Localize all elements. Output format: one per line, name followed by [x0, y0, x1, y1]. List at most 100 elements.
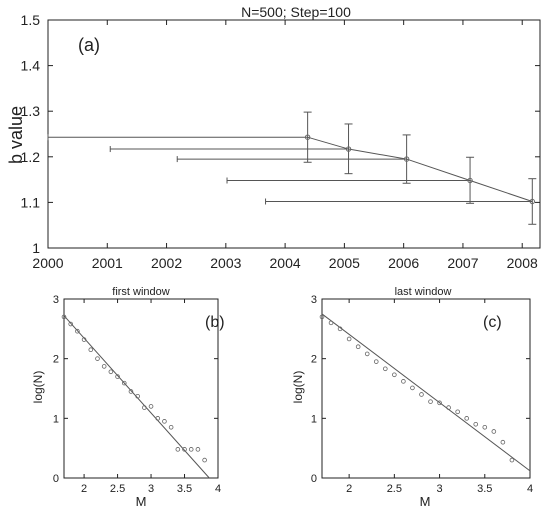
- panel-b-data-point: [202, 457, 207, 463]
- panel-a-y-axis-label: b value: [6, 106, 26, 164]
- panel-b-label: (b): [205, 314, 225, 331]
- panel-b-data-point: [101, 364, 107, 369]
- panel-c-y-tick-label: 3: [311, 294, 317, 306]
- panel-c-data-point: [328, 320, 334, 326]
- panel-c-y-tick-label: 0: [311, 473, 317, 485]
- panel-a-x-tick-label: 2006: [388, 255, 419, 271]
- panel-a-y-tick-label: 1.2: [21, 149, 41, 165]
- panel-a-data-point: [467, 177, 473, 184]
- panel-b-title: first window: [112, 286, 170, 298]
- panel-c-data-point: [437, 400, 442, 406]
- panel-b-x-axis-label: M: [136, 494, 147, 509]
- panel-b-data-point: [68, 321, 73, 327]
- panel-b-data-point: [88, 347, 94, 353]
- panel-b-data-point: [182, 447, 187, 452]
- panel-c-data-point: [482, 424, 488, 430]
- panel-b-data-point: [195, 447, 201, 452]
- panel-b-data-point: [155, 416, 161, 421]
- panel-b-y-tick-label: 1: [53, 413, 59, 425]
- panel-b-data-point: [168, 424, 174, 430]
- panel-b-data-point: [95, 356, 100, 361]
- panel-c-data-point: [364, 351, 370, 357]
- panel-a-data-point: [529, 198, 535, 205]
- panel-b-data-point: [81, 337, 87, 342]
- panel-c-x-tick-label: 3: [437, 483, 443, 495]
- panel-c-y-axis-label: log(N): [291, 371, 305, 404]
- panel-b-data-point: [188, 447, 194, 452]
- panel-c-x-axis-label: M: [420, 494, 431, 509]
- panel-b-y-axis-label: log(N): [31, 371, 45, 404]
- panel-c-data-point: [355, 344, 361, 350]
- panel-a-x-tick-label: 2004: [270, 255, 301, 271]
- panel-c-x-tick-label: 3.5: [477, 483, 492, 495]
- panel-b-axes-box: [63, 298, 219, 479]
- panel-b-y-tick-label: 0: [53, 473, 59, 485]
- panel-a-data-point: [345, 146, 352, 152]
- panel-a-x-tick-label: 2003: [210, 255, 241, 271]
- panel-c-data-point: [401, 379, 406, 384]
- panel-a-y-tick-label: 1.3: [21, 103, 41, 119]
- panel-c-data-point: [455, 409, 460, 415]
- panel-c-data-point: [373, 359, 379, 364]
- panel-a-x-tick-label: 2008: [507, 255, 538, 271]
- panel-b-data-point: [128, 389, 134, 394]
- panel-b-data-point: [175, 447, 181, 452]
- panel-b-data-point: [162, 419, 167, 424]
- panel-c-data-point: [346, 336, 352, 342]
- panel-c-fit-line: [321, 313, 531, 472]
- panel-b-x-tick-label: 3.5: [177, 483, 192, 495]
- panel-a-x-tick-label: 2001: [92, 255, 123, 271]
- panel-b-chart: first window (b) M log(N) 2 2.5 3 3.5 4 0 1 2 3: [31, 286, 225, 509]
- panel-c-title: last window: [395, 286, 452, 298]
- panel-b-data-point: [75, 328, 80, 334]
- panel-a-y-tick-label: 1: [32, 240, 40, 256]
- panel-a-x-tick-label: 2005: [329, 255, 360, 271]
- panel-c-data-point: [464, 416, 469, 421]
- panel-a-data-point: [304, 134, 311, 140]
- panel-c-chart: last window (c) M log(N) 2 2.5 3 3.5 4 0 1 2 3: [291, 286, 533, 509]
- panel-b-y-tick-label: 2: [53, 354, 59, 366]
- panel-c-y-tick-label: 1: [311, 413, 317, 425]
- panel-c-data-point: [509, 457, 515, 463]
- panel-c-data-point: [446, 405, 451, 410]
- panel-c-data-point: [410, 385, 415, 391]
- panel-c-data-point: [500, 439, 506, 445]
- panel-a-label: (a): [78, 35, 100, 55]
- panel-a-y-tick-label: 1.5: [21, 12, 41, 28]
- panel-b-x-tick-label: 3: [148, 483, 154, 495]
- panel-c-data-point: [383, 366, 388, 372]
- panel-c-data-point: [337, 326, 343, 332]
- panel-c-label: (c): [483, 314, 502, 331]
- panel-a-x-tick-label: 2000: [32, 255, 63, 271]
- panel-b-data-point: [142, 405, 147, 410]
- panel-b-data-point: [61, 314, 67, 320]
- panel-c-axes-box: [321, 298, 531, 479]
- panel-c-data-point: [392, 372, 397, 378]
- panel-b-data-point: [121, 380, 127, 386]
- panel-c-data-point: [419, 392, 424, 397]
- panel-c-x-tick-label: 2.5: [387, 483, 402, 495]
- panel-a-chart: N=500; Step=100 (a) b value 2000 2001 2002…: [6, 4, 541, 271]
- panel-a-data-point: [403, 156, 410, 162]
- panel-b-x-tick-label: 2.5: [110, 483, 125, 495]
- panel-c-data-point: [428, 399, 433, 404]
- panel-b-data-point: [115, 374, 120, 379]
- panel-b-data-point: [108, 369, 114, 375]
- panel-a-title: N=500; Step=100: [241, 4, 351, 20]
- panel-a-y-tick-label: 1.1: [21, 194, 41, 210]
- panel-c-data-point: [491, 429, 497, 434]
- panel-b-data-point: [148, 404, 154, 409]
- panel-b-y-tick-label: 3: [53, 294, 59, 306]
- panel-b-data-point: [135, 393, 140, 399]
- panel-a-x-tick-label: 2007: [447, 255, 478, 271]
- panel-c-x-tick-label: 4: [527, 483, 533, 495]
- panel-a-y-tick-label: 1.4: [21, 58, 41, 74]
- panel-c-x-tick-label: 2: [346, 483, 352, 495]
- panel-b-x-tick-label: 2: [81, 483, 87, 495]
- panel-b-x-tick-label: 4: [215, 483, 221, 495]
- panel-a-x-tick-label: 2002: [151, 255, 182, 271]
- panel-c-data-point: [473, 421, 479, 427]
- panel-a-axes-box: [47, 19, 541, 249]
- panel-c-data-point: [319, 314, 325, 320]
